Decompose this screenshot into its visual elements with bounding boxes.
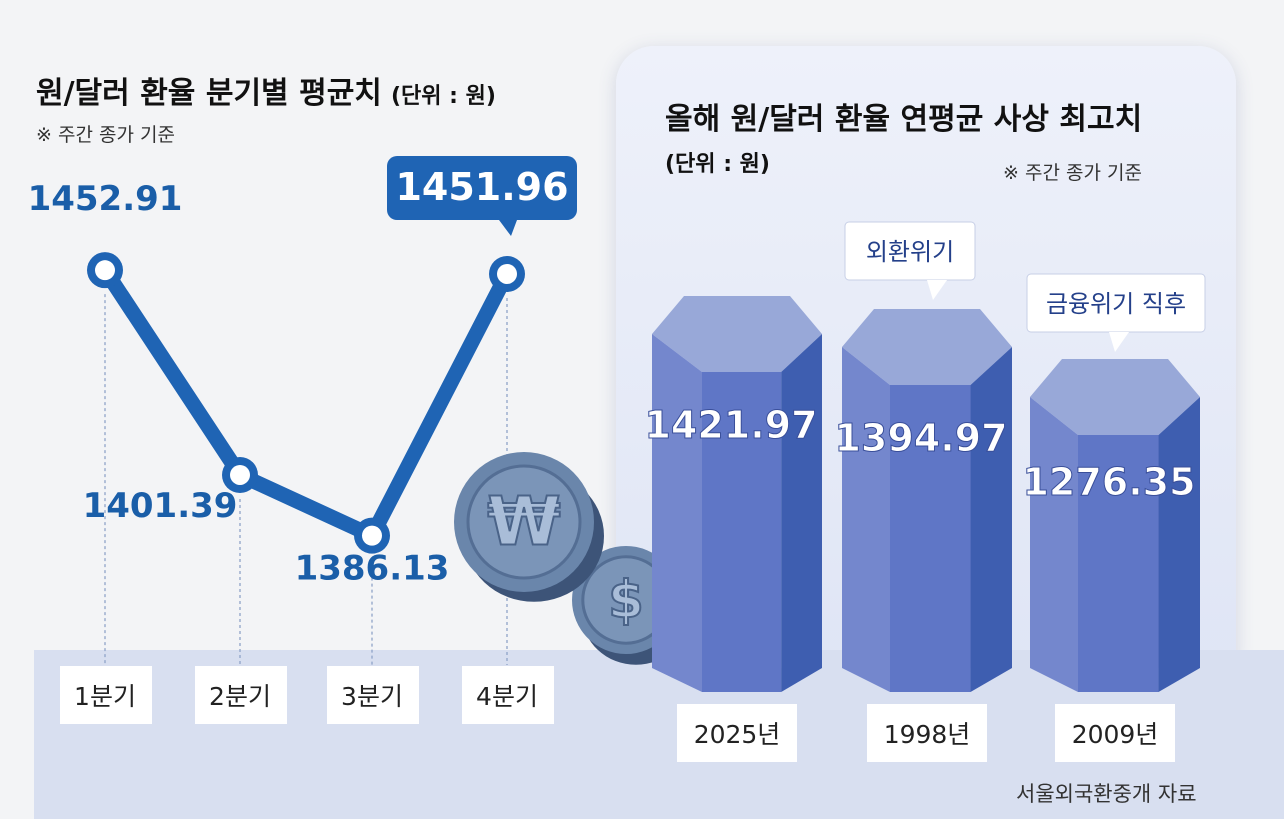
left-chart-title: 원/달러 환율 분기별 평균치 — [36, 76, 382, 111]
line-point-4 — [497, 263, 517, 284]
svg-text:₩: ₩ — [487, 482, 560, 560]
line-point-2 — [230, 464, 250, 485]
right-chart-unit: (단위 : 원) — [665, 152, 770, 177]
category-box-4 — [462, 666, 554, 724]
bar-value-label-2: 1394.97 — [834, 416, 1007, 460]
year-label-2: 1998년 — [884, 720, 971, 749]
left-chart-title-row: 원/달러 환율 분기별 평균치 (단위 : 원) — [36, 68, 496, 112]
annotation-label-3: 금융위기 직후 — [1046, 290, 1186, 318]
value-label-2: 1401.39 — [83, 486, 238, 526]
series-line — [97, 262, 515, 544]
category-label-1: 1분기 — [74, 682, 136, 711]
highlight-label-box — [387, 156, 577, 220]
bar-value-label-1: 1421.97 — [644, 403, 817, 447]
bar-2 — [842, 309, 1012, 692]
svg-text:$: $ — [608, 570, 644, 630]
annotation-label-2: 외환위기 — [866, 238, 954, 266]
left-chart-unit: (단위 : 원) — [390, 84, 496, 109]
year-box-1 — [677, 704, 797, 762]
category-label-4: 4분기 — [476, 682, 538, 711]
year-label-3: 2009년 — [1072, 720, 1159, 749]
right-chart-note: ※ 주간 종가 기준 — [1003, 162, 1142, 184]
category-label-2: 2분기 — [209, 682, 271, 711]
annotation-pointer-3 — [1109, 332, 1129, 352]
category-box-2 — [195, 666, 287, 724]
won-coin-icon: ₩ — [454, 452, 604, 602]
right-chart-title: 올해 원/달러 환율 연평균 사상 최고치 — [665, 102, 1143, 137]
left-chart-note: ※ 주간 종가 기준 — [36, 124, 175, 146]
source-label: 서울외국환중개 자료 — [1016, 782, 1197, 806]
bar-value-label-3: 1276.35 — [1022, 460, 1195, 504]
category-box-3 — [327, 666, 419, 724]
line-point-1 — [95, 260, 115, 281]
line-point-3 — [362, 525, 382, 546]
year-box-3 — [1055, 704, 1175, 762]
annotation-pointer-2 — [927, 280, 947, 300]
value-label-1: 1452.91 — [28, 179, 183, 219]
value-label-4: 1451.96 — [395, 165, 568, 209]
highlight-label-pointer — [499, 220, 517, 236]
category-label-3: 3분기 — [341, 682, 403, 711]
value-label-3: 1386.13 — [295, 549, 450, 589]
bar-1 — [652, 296, 822, 692]
year-label-1: 2025년 — [694, 720, 781, 749]
bar-3 — [1030, 359, 1200, 692]
annotation-box-2 — [844, 221, 976, 281]
category-box-1 — [60, 666, 152, 724]
year-box-2 — [867, 704, 987, 762]
